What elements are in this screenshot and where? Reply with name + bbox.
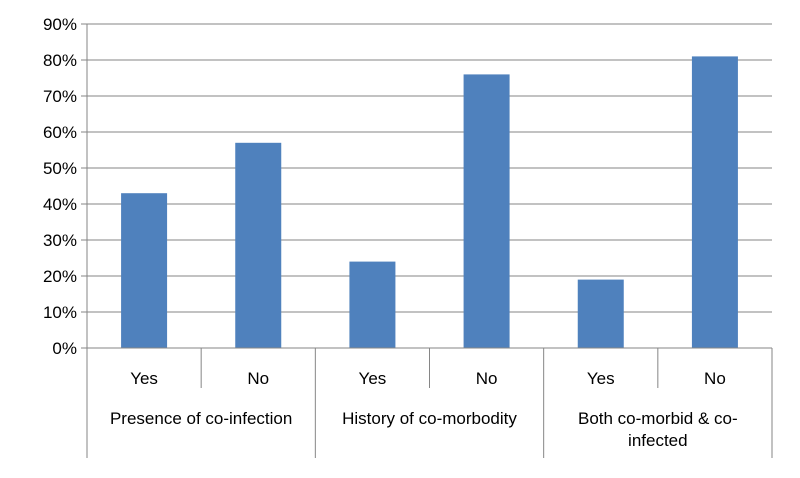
bar <box>349 261 396 348</box>
category-label: No <box>704 369 726 388</box>
group-label: Presence of co-infection <box>110 409 292 428</box>
y-tick-label: 0% <box>52 339 77 358</box>
bar <box>121 193 168 348</box>
y-tick-label: 50% <box>43 159 77 178</box>
y-tick-label: 90% <box>43 15 77 34</box>
y-tick-label: 10% <box>43 303 77 322</box>
bar <box>577 279 624 348</box>
category-label: Yes <box>587 369 615 388</box>
category-labels: Yes No Yes No Yes No <box>130 369 726 388</box>
bars <box>121 56 738 349</box>
y-tick-label: 40% <box>43 195 77 214</box>
bar <box>235 142 282 348</box>
category-label: Yes <box>130 369 158 388</box>
bar <box>691 56 738 349</box>
category-label: Yes <box>359 369 387 388</box>
y-tick-label: 70% <box>43 87 77 106</box>
axes <box>81 23 773 458</box>
bar <box>463 74 510 349</box>
category-label: No <box>476 369 498 388</box>
y-tick-label: 80% <box>43 51 77 70</box>
group-label: History of co-morbodity <box>342 409 517 428</box>
group-labels: Presence of co-infection History of co-mo… <box>110 409 738 450</box>
category-label: No <box>247 369 269 388</box>
y-tick-label: 30% <box>43 231 77 250</box>
y-tick-labels: 0% 10% 20% 30% 40% 50% 60% 70% 80% 90% <box>43 15 77 358</box>
gridlines <box>87 23 772 349</box>
y-tick-label: 20% <box>43 267 77 286</box>
group-label: infected <box>628 431 688 450</box>
y-tick-label: 60% <box>43 123 77 142</box>
group-label: Both co-morbid & co- <box>578 409 738 428</box>
